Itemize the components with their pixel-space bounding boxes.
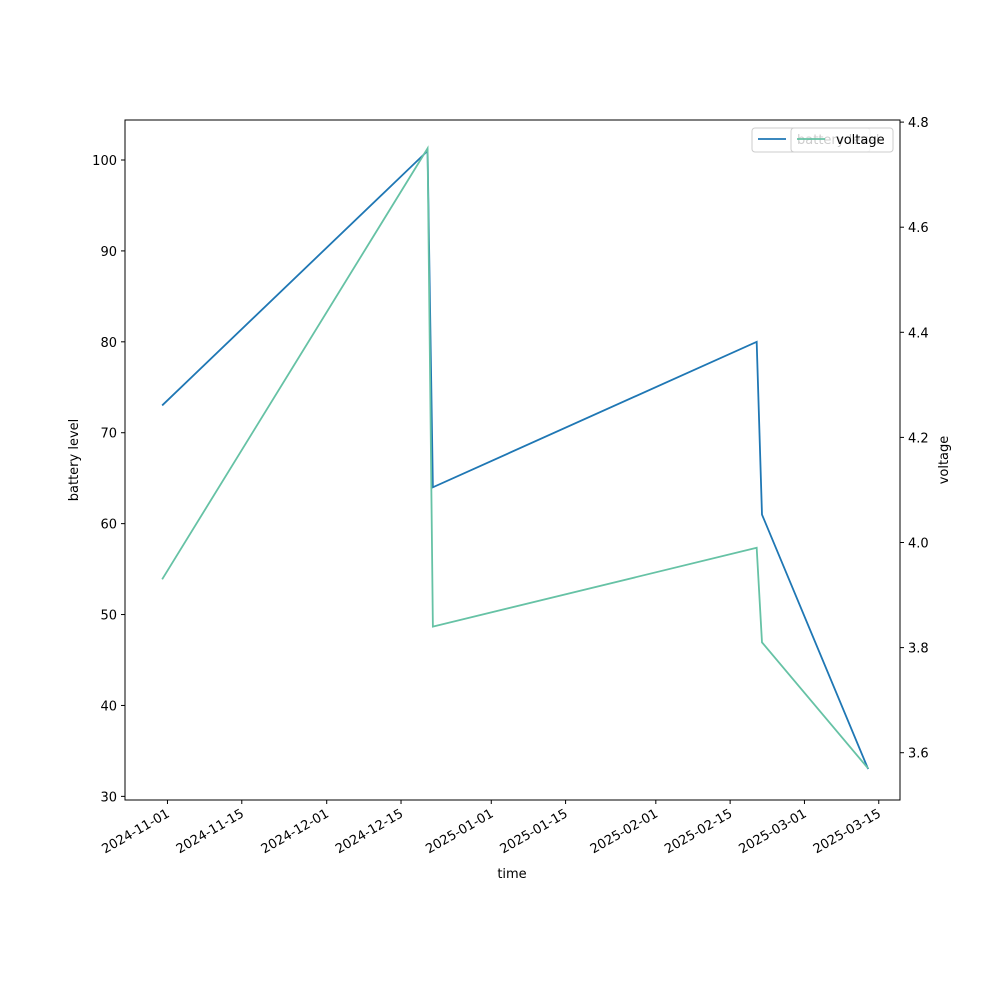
y2-tick-label: 4.2: [908, 431, 929, 446]
legend: voltage: [790, 127, 894, 153]
y2-tick-label: 4.0: [908, 537, 929, 552]
y-tick-label: 70: [100, 427, 117, 442]
y2-tick-label: 4.4: [908, 326, 929, 341]
legend-label: voltage: [836, 133, 885, 148]
series-line: [161, 145, 869, 770]
y-tick-label: 50: [100, 609, 117, 624]
y2-tick-label: 4.6: [908, 221, 929, 236]
y-tick-label: 40: [100, 699, 117, 714]
y-tick-label: 80: [100, 336, 117, 351]
y-tick-label: 100: [92, 154, 117, 169]
y2-tick-label: 4.8: [908, 116, 929, 131]
y-tick-label: 60: [100, 518, 117, 533]
series-line: [161, 148, 869, 770]
legend-box: [790, 127, 894, 153]
y-axis-label: battery level: [67, 419, 82, 502]
x-axis-label: time: [497, 867, 526, 882]
y2-tick-label: 3.6: [908, 747, 929, 762]
y2-axis-label: voltage: [937, 436, 952, 485]
y-tick-label: 30: [100, 790, 117, 805]
y-tick-label: 90: [100, 245, 117, 260]
y2-tick-label: 3.8: [908, 642, 929, 657]
plot-frame: [124, 119, 901, 801]
